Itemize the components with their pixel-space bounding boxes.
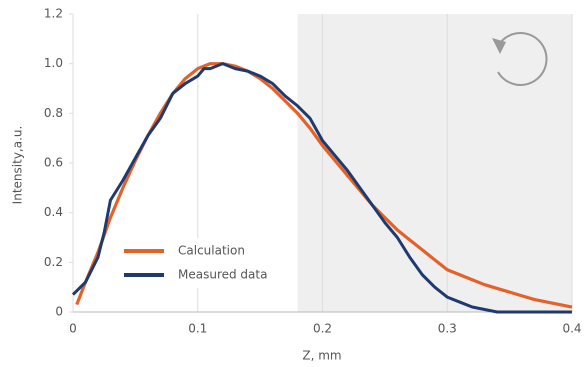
y-tick-label: 0.2 xyxy=(44,255,63,269)
x-axis-label: Z, mm xyxy=(302,349,341,363)
x-tick-label: 0.2 xyxy=(313,322,332,336)
legend-label: Measured data xyxy=(178,268,267,282)
legend: Calculation Measured data xyxy=(116,238,292,288)
y-tick-label: 0 xyxy=(55,305,63,319)
y-axis-label: Intensity,a.u. xyxy=(11,126,25,205)
y-tick-label: 1.2 xyxy=(44,7,63,21)
series-line xyxy=(75,62,573,309)
refresh-arc xyxy=(497,32,548,86)
legend-box xyxy=(116,238,292,288)
y-tick-label: 0.6 xyxy=(44,156,63,170)
x-tick-label: 0.1 xyxy=(188,322,207,336)
x-tick-label: 0.4 xyxy=(562,322,581,336)
refresh-arrow xyxy=(492,38,506,54)
shaded-region xyxy=(297,14,572,312)
series-line xyxy=(71,62,572,314)
y-tick-label: 1.0 xyxy=(44,56,63,70)
x-tick-label: 0.3 xyxy=(438,322,457,336)
refresh-icon[interactable] xyxy=(492,32,548,86)
legend-label: Calculation xyxy=(178,244,245,258)
y-tick-label: 0.8 xyxy=(44,106,63,120)
y-tick-label: 0.4 xyxy=(44,205,63,219)
x-tick-label: 0 xyxy=(69,322,77,336)
